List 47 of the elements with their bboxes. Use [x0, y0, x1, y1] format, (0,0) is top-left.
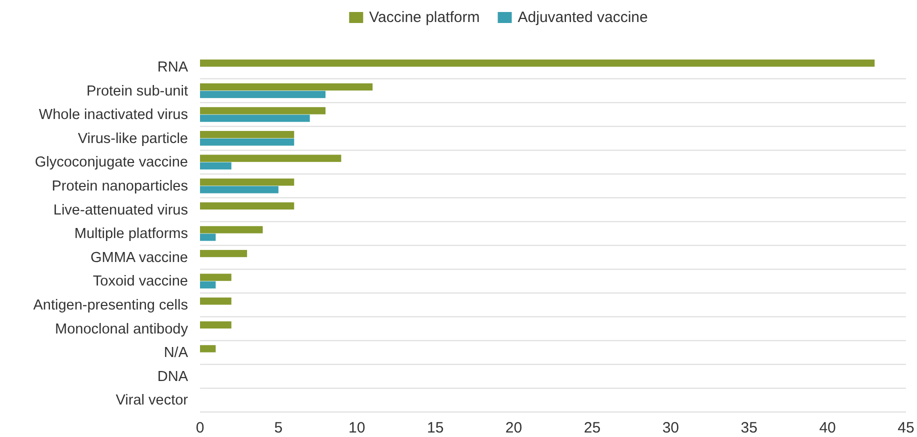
bar	[200, 186, 278, 194]
y-tick-label: Toxoid vaccine	[92, 274, 188, 290]
bar	[200, 321, 232, 329]
x-tick-label: 10	[348, 420, 366, 437]
y-tick-label: Virus-like particle	[78, 130, 188, 147]
y-tick-label: Whole inactivated virus	[38, 107, 188, 124]
bar	[200, 281, 216, 288]
y-tick-label: Antigen-presenting cells	[33, 298, 188, 314]
bar	[200, 274, 232, 281]
bar	[200, 202, 294, 210]
bar	[200, 130, 294, 138]
bar	[200, 114, 310, 122]
x-tick-label: 35	[740, 420, 758, 437]
bar	[200, 90, 326, 98]
x-tick-label: 45	[898, 420, 914, 437]
bar	[200, 154, 342, 162]
y-tick-label: Multiple platforms	[74, 226, 188, 242]
y-tick-label: GMMA vaccine	[90, 250, 188, 266]
bar	[200, 345, 216, 352]
y-tick-label: Live-attenuated virus	[53, 202, 188, 218]
y-tick-label: Protein sub-unit	[86, 83, 188, 100]
bar	[200, 250, 248, 258]
y-tick-label: Viral vector	[116, 392, 188, 409]
bar	[200, 234, 216, 241]
bar	[200, 226, 263, 234]
y-tick-label: DNA	[157, 368, 188, 385]
x-tick-label: 40	[819, 420, 836, 437]
bar	[200, 162, 232, 170]
x-tick-label: 5	[274, 420, 283, 437]
bar	[200, 178, 294, 186]
y-tick-label: Glycoconjugate vaccine	[34, 154, 188, 171]
bar	[200, 138, 294, 146]
x-tick-label: 15	[426, 420, 444, 437]
bar	[200, 60, 875, 67]
x-tick-label: 25	[584, 420, 601, 437]
x-tick-label: 30	[662, 420, 680, 437]
bar	[200, 298, 232, 305]
y-tick-label: N/A	[164, 345, 188, 362]
bar	[200, 107, 326, 114]
legend-label: Adjuvanted vaccine	[518, 9, 648, 26]
legend-label: Vaccine platform	[369, 9, 480, 26]
x-tick-label: 0	[196, 420, 204, 437]
x-tick-label: 20	[505, 420, 522, 437]
y-tick-label: RNA	[157, 60, 188, 76]
bar	[200, 83, 373, 91]
y-tick-label: Monoclonal antibody	[54, 321, 189, 338]
y-tick-label: Protein nanoparticles	[52, 178, 188, 195]
